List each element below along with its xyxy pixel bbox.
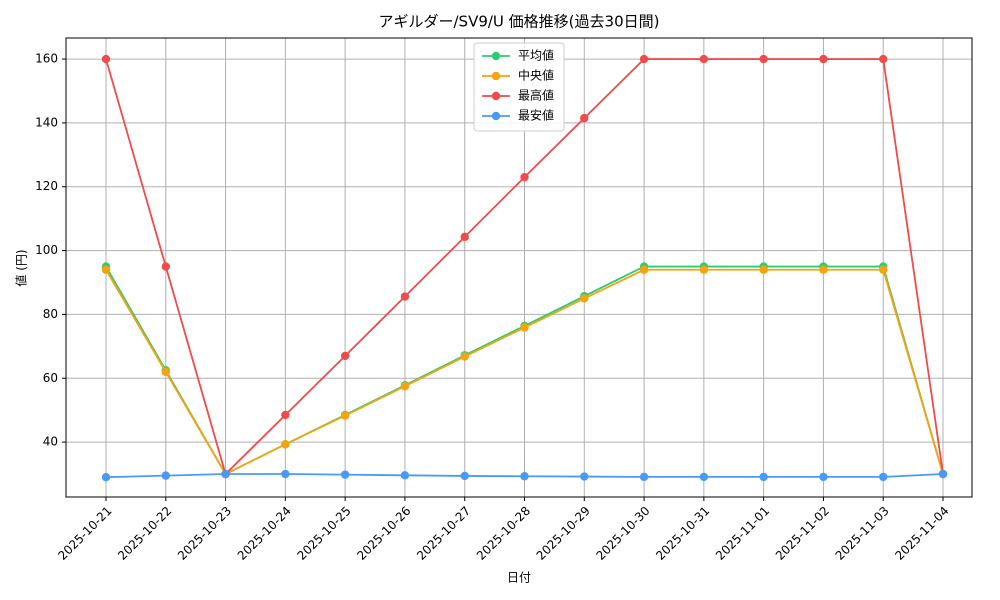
data-point [819, 472, 828, 482]
legend-marker [491, 71, 501, 81]
data-point [819, 54, 828, 64]
data-point [759, 472, 768, 482]
data-point [879, 472, 888, 482]
data-point [580, 294, 589, 303]
data-point [340, 411, 350, 420]
y-tick-label: 140 [35, 115, 58, 129]
data-point [520, 323, 529, 332]
data-point [699, 472, 709, 482]
legend-marker [491, 91, 501, 101]
legend-label: 中央値 [518, 68, 554, 83]
y-axis-label: 値 (円) [14, 249, 29, 286]
y-tick-label: 80 [43, 307, 58, 321]
x-tick-label: 2025-10-30 [593, 504, 652, 563]
data-point [520, 472, 529, 481]
legend-label: 最高値 [518, 88, 554, 103]
legend-marker [491, 51, 501, 61]
x-tick-label: 2025-10-28 [474, 504, 533, 563]
x-tick-label: 2025-10-27 [414, 504, 473, 563]
data-point [699, 54, 709, 64]
x-tick-label: 2025-10-26 [354, 504, 413, 563]
data-point [281, 440, 290, 449]
data-point [460, 471, 469, 481]
data-point [879, 265, 888, 274]
plot-frame [65, 37, 973, 498]
legend-label: 平均値 [518, 48, 554, 63]
x-tick-label: 2025-10-22 [115, 504, 174, 563]
data-point [281, 469, 290, 479]
data-point [161, 262, 170, 271]
data-point [520, 172, 529, 182]
data-point [400, 382, 410, 391]
y-tick-label: 40 [43, 435, 58, 449]
data-point [281, 410, 290, 420]
data-point [580, 472, 589, 481]
data-point [699, 265, 709, 274]
legend-box [473, 42, 565, 132]
legend-marker [491, 111, 501, 121]
x-tick-label: 2025-10-24 [235, 504, 294, 563]
y-tick-label: 60 [43, 371, 58, 385]
data-point [400, 292, 410, 301]
data-point [340, 351, 350, 361]
data-point [101, 265, 111, 274]
x-tick-label: 2025-10-25 [295, 504, 354, 563]
x-tick-label: 2025-10-31 [653, 504, 712, 563]
x-tick-label: 2025-11-03 [833, 504, 892, 563]
data-point [460, 232, 469, 242]
x-tick-label: 2025-10-21 [55, 504, 114, 563]
data-point [938, 469, 948, 479]
data-point [639, 472, 649, 482]
y-tick-label: 160 [35, 52, 58, 66]
data-point [639, 54, 649, 64]
data-point [759, 265, 768, 274]
data-point [161, 471, 170, 480]
y-tick-label: 100 [35, 243, 58, 257]
y-tick-label: 120 [35, 179, 58, 193]
data-point [879, 54, 888, 64]
data-point [400, 471, 410, 480]
data-point [580, 113, 589, 123]
data-point [819, 265, 828, 274]
chart-title: アギルダー/SV9/U 価格推移(過去30日間) [379, 13, 660, 31]
x-tick-label: 2025-11-02 [773, 504, 832, 563]
data-point [221, 469, 230, 479]
x-axis-label: 日付 [507, 571, 531, 585]
data-point [759, 54, 768, 64]
data-point [101, 54, 111, 64]
data-point [161, 367, 170, 377]
x-tick-label: 2025-11-01 [713, 504, 772, 563]
x-tick-label: 2025-10-29 [534, 504, 593, 563]
data-point [340, 470, 350, 479]
legend-label: 最安値 [518, 108, 554, 123]
x-tick-label: 2025-10-23 [175, 504, 234, 563]
data-point [460, 352, 469, 361]
data-point [639, 265, 649, 274]
data-point [101, 473, 111, 482]
x-tick-label: 2025-11-04 [892, 504, 951, 563]
